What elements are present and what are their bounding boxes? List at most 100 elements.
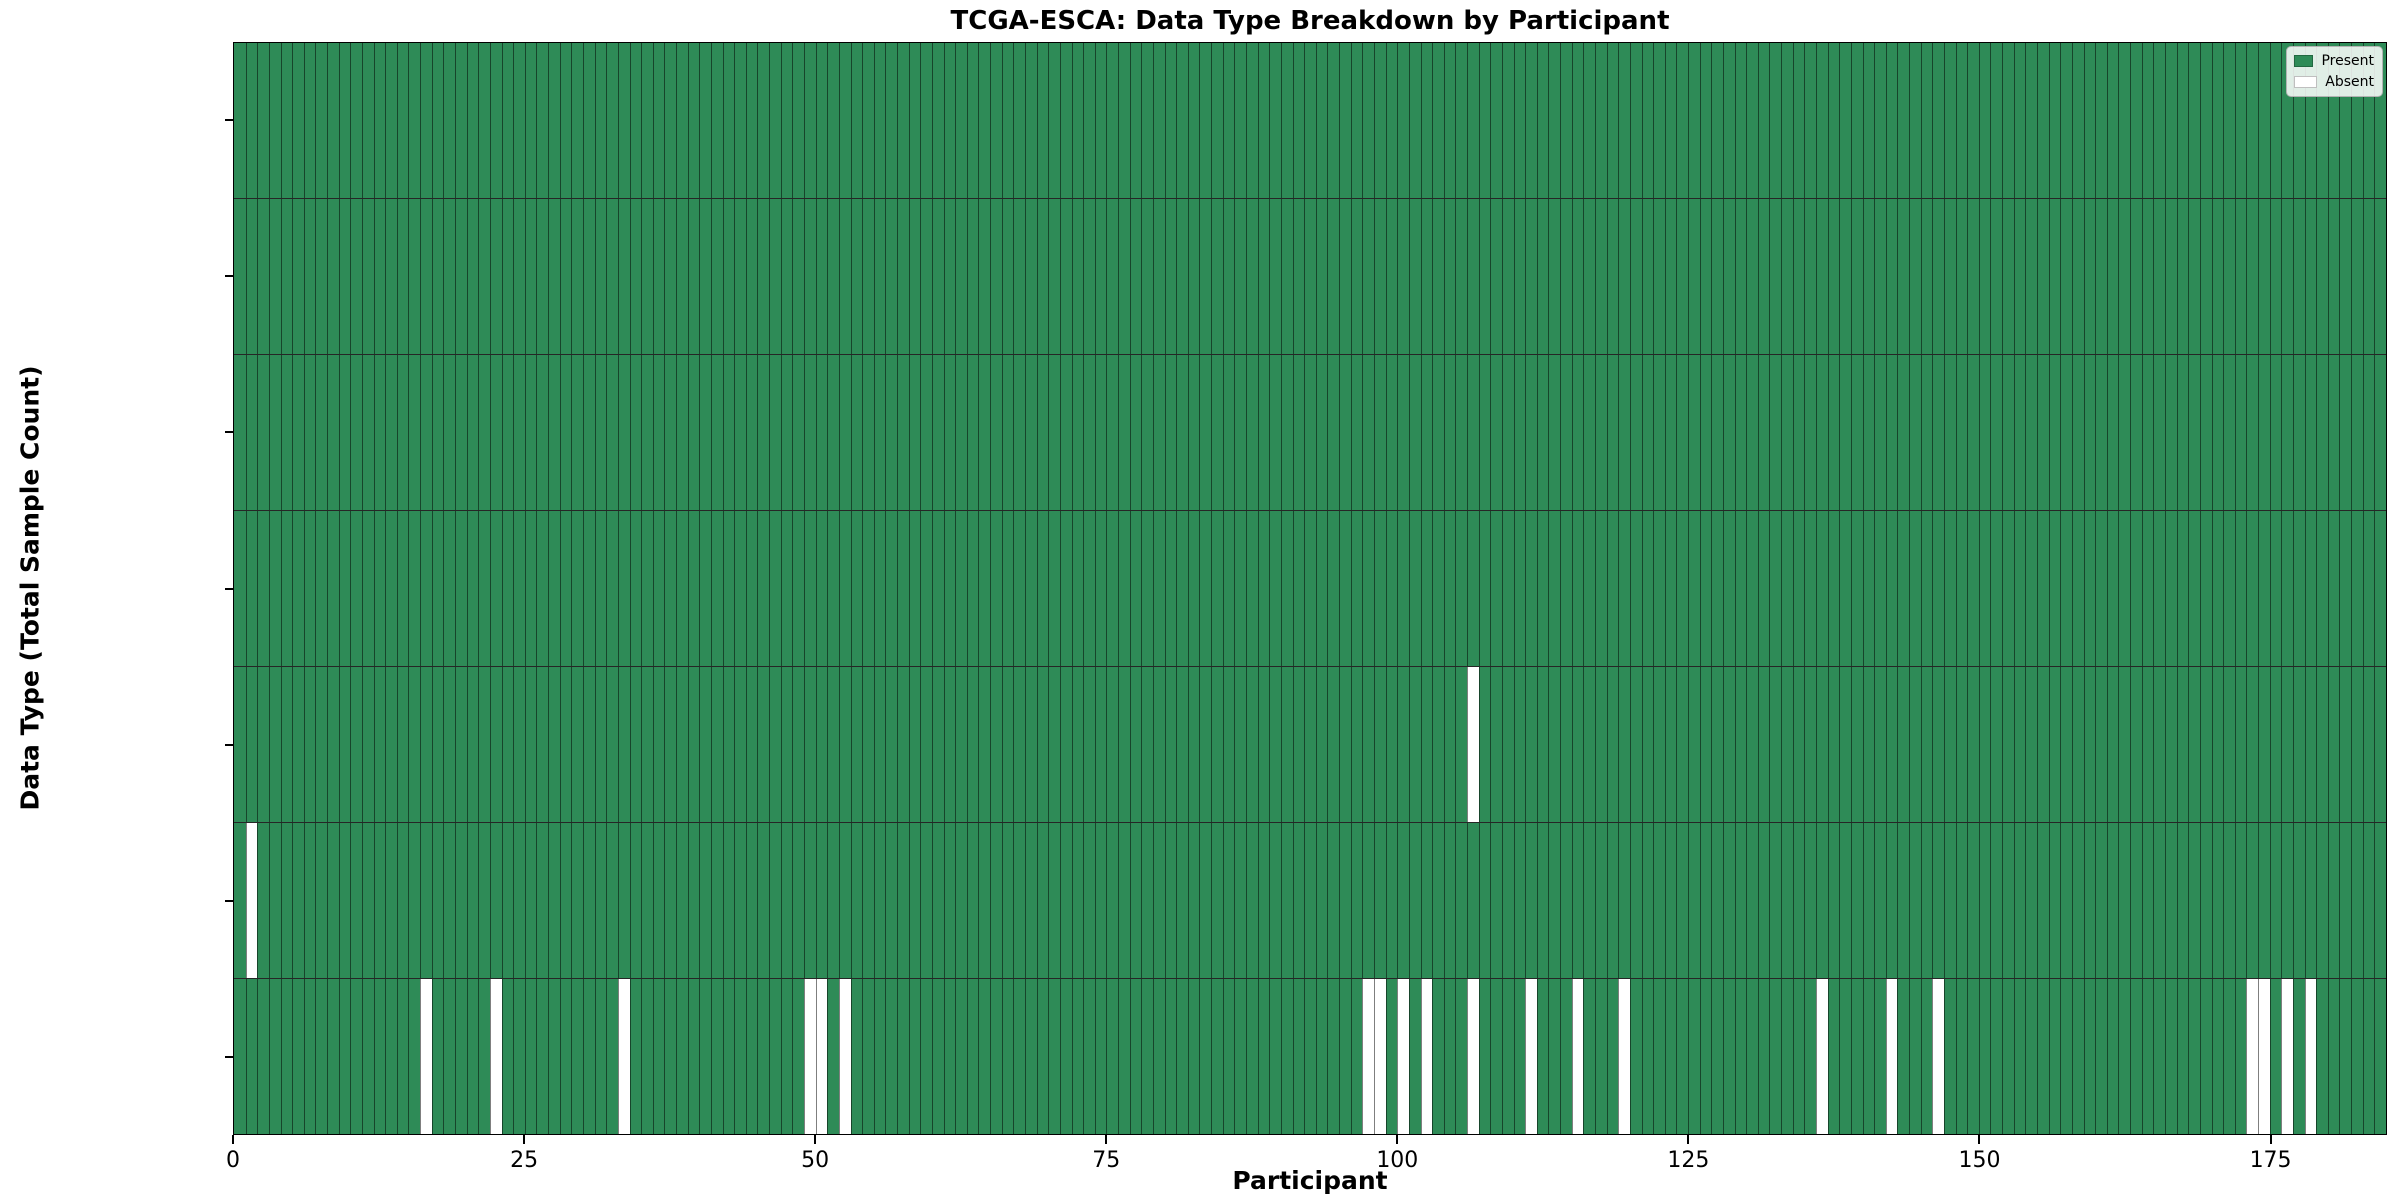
bar-cell bbox=[501, 43, 514, 198]
bar-cell bbox=[1501, 667, 1514, 822]
bar-cell bbox=[1222, 355, 1235, 510]
bar-cell bbox=[1339, 979, 1351, 1134]
bar-cell bbox=[1234, 199, 1247, 354]
bar-cell bbox=[803, 979, 816, 1134]
bar-cell bbox=[2351, 43, 2363, 198]
bar-cell bbox=[1187, 355, 1200, 510]
bar-cell bbox=[2025, 667, 2038, 822]
bar-cell bbox=[629, 979, 642, 1134]
bar-cell bbox=[955, 667, 967, 822]
bar-cell bbox=[1152, 43, 1165, 198]
bar-cell bbox=[1746, 43, 1758, 198]
bar-cell bbox=[396, 199, 409, 354]
bar-cell bbox=[897, 199, 909, 354]
bar-cell bbox=[734, 43, 746, 198]
bar-cell bbox=[1664, 823, 1677, 978]
bar-cell bbox=[885, 511, 898, 666]
bar-cell bbox=[1920, 199, 1933, 354]
bar-cell bbox=[1269, 511, 1281, 666]
bar-cell bbox=[1327, 667, 1340, 822]
bar-cell bbox=[2083, 199, 2096, 354]
bar-cell bbox=[1525, 43, 1537, 198]
bar-cell bbox=[303, 979, 316, 1134]
bar-cell bbox=[1734, 979, 1747, 1134]
bar-cell bbox=[2118, 979, 2131, 1134]
bar-cell bbox=[1443, 511, 1456, 666]
bar-cell bbox=[2048, 979, 2061, 1134]
x-tick-mark bbox=[1978, 1135, 1981, 1144]
bar-cell bbox=[1606, 199, 1619, 354]
bar-cell bbox=[268, 43, 281, 198]
x-tick-label: 0 bbox=[226, 1148, 240, 1173]
bar-cell bbox=[1467, 199, 1479, 354]
bar-cell bbox=[1734, 823, 1747, 978]
bar-cell bbox=[1653, 823, 1665, 978]
bar-cell bbox=[769, 43, 781, 198]
bar-cell bbox=[2071, 43, 2084, 198]
bar-cell bbox=[734, 823, 746, 978]
bar-cell bbox=[1013, 667, 1025, 822]
bar-cell bbox=[303, 43, 316, 198]
bar-cell bbox=[2188, 199, 2200, 354]
bar-cell bbox=[1897, 979, 1910, 1134]
bar-cell bbox=[1932, 43, 1944, 198]
bar-cell bbox=[1373, 43, 1386, 198]
bar-cell bbox=[234, 823, 246, 978]
bar-cell bbox=[1083, 667, 1095, 822]
bar-cell bbox=[652, 43, 665, 198]
bar-cell bbox=[1548, 199, 1561, 354]
bar-cell bbox=[1362, 43, 1374, 198]
bar-cell bbox=[1571, 43, 1584, 198]
bar-cell bbox=[1094, 979, 1107, 1134]
bar-cell bbox=[350, 511, 362, 666]
bar-cell bbox=[268, 667, 281, 822]
bar-cell bbox=[2258, 979, 2270, 1134]
bar-cell bbox=[1269, 823, 1281, 978]
plot-area bbox=[233, 42, 2387, 1135]
bar-cell bbox=[1548, 979, 1561, 1134]
bar-cell bbox=[2304, 511, 2317, 666]
data-type-row-Methylation bbox=[234, 354, 2386, 510]
bar-cell bbox=[1234, 979, 1247, 1134]
legend-label: Present bbox=[2321, 53, 2374, 69]
bar-cell bbox=[1990, 511, 2003, 666]
bar-cell bbox=[710, 979, 723, 1134]
bar-cell bbox=[966, 667, 979, 822]
bar-cell bbox=[2304, 823, 2317, 978]
bar-cell bbox=[1653, 355, 1665, 510]
bar-cell bbox=[408, 823, 421, 978]
bar-cell bbox=[1350, 979, 1363, 1134]
bar-cell bbox=[2095, 199, 2107, 354]
bar-cell bbox=[1583, 667, 1595, 822]
bar-cell bbox=[2339, 823, 2352, 978]
bar-cell bbox=[2130, 199, 2142, 354]
bar-cell bbox=[1722, 511, 1735, 666]
bar-cell bbox=[443, 43, 456, 198]
bar-cell bbox=[1339, 43, 1351, 198]
bar-cell bbox=[1408, 823, 1421, 978]
bar-cell bbox=[2223, 43, 2235, 198]
bar-cell bbox=[1362, 823, 1374, 978]
bar-cell bbox=[1618, 199, 1630, 354]
bar-cell bbox=[1001, 199, 1014, 354]
bar-cell bbox=[373, 199, 386, 354]
bar-cell bbox=[1641, 511, 1654, 666]
bar-cell bbox=[1246, 823, 1258, 978]
bar-cell bbox=[2176, 823, 2189, 978]
bar-cell bbox=[1339, 667, 1351, 822]
bar-cell bbox=[1641, 355, 1654, 510]
bar-cell bbox=[990, 43, 1002, 198]
bar-cell bbox=[1048, 355, 1060, 510]
bar-cell bbox=[1781, 667, 1793, 822]
bar-cell bbox=[769, 355, 781, 510]
bar-cell bbox=[2037, 979, 2049, 1134]
legend-item-present: Present bbox=[2294, 53, 2374, 69]
bar-cell bbox=[1280, 667, 1293, 822]
bar-cell bbox=[338, 43, 351, 198]
bar-cell bbox=[1304, 199, 1316, 354]
bar-cell bbox=[2164, 43, 2177, 198]
bar-cell bbox=[652, 199, 665, 354]
bar-cell bbox=[594, 199, 607, 354]
bar-cell bbox=[1641, 199, 1654, 354]
bar-cell bbox=[1478, 43, 1491, 198]
